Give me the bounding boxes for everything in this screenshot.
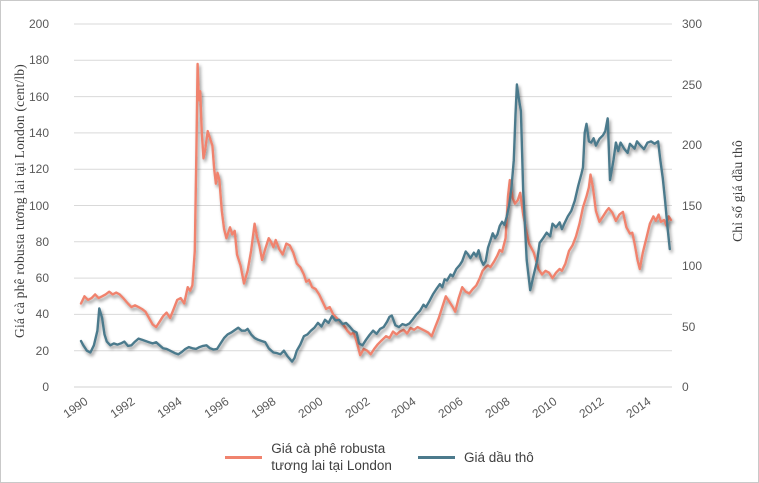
legend-swatch-icon [417, 455, 455, 459]
chart-legend: Giá cà phê robusta tương lai tại London G… [1, 440, 758, 474]
left-axis-tick: 140 [28, 126, 49, 140]
right-axis-tick: 0 [682, 380, 689, 394]
left-axis-tick: 120 [28, 162, 49, 176]
right-axis-title: Chỉ số giá dầu thô [730, 140, 745, 242]
legend-label: Giá dầu thô [463, 449, 534, 465]
right-axis-tick: 300 [682, 17, 703, 31]
legend-item-oil: Giá dầu thô [417, 449, 534, 466]
left-axis-tick: 40 [35, 307, 49, 321]
right-axis-tick: 150 [682, 199, 703, 213]
left-axis-tick: 160 [28, 90, 49, 104]
right-axis-tick: 100 [682, 259, 703, 273]
left-axis-tick: 100 [28, 199, 49, 213]
left-axis-tick: 80 [35, 235, 49, 249]
legend-swatch-icon [225, 455, 263, 459]
right-axis-tick: 250 [682, 78, 703, 92]
series-line-oil [79, 83, 671, 363]
legend-item-coffee: Giá cà phê robusta tương lai tại London [225, 440, 392, 474]
right-axis-tick: 200 [682, 138, 703, 152]
left-axis-tick: 0 [42, 380, 49, 394]
left-axis-tick: 200 [28, 17, 49, 31]
left-axis-tick: 20 [35, 344, 49, 358]
right-axis-tick: 50 [682, 320, 696, 334]
left-axis-tick: 60 [35, 271, 49, 285]
left-axis-tick: 180 [28, 53, 49, 67]
series-line-coffee [79, 62, 673, 357]
legend-label: Giá cà phê robusta tương lai tại London [271, 441, 392, 473]
